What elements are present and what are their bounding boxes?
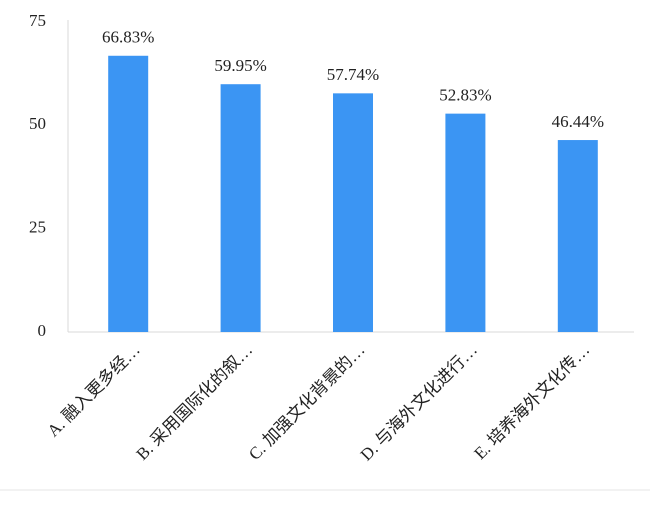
y-tick-label: 0	[38, 321, 47, 340]
x-tick-label: E. 培养海外文化传…	[470, 340, 593, 463]
x-tick-label: A. 融入更多经…	[44, 340, 144, 440]
x-tick-label: B. 采用国际化的叙…	[133, 340, 257, 464]
y-tick-label: 50	[29, 114, 46, 133]
value-label: 57.74%	[327, 65, 379, 84]
y-tick-label: 75	[29, 11, 46, 30]
bar	[108, 55, 149, 332]
value-label: 46.44%	[552, 112, 604, 131]
x-tick-label: C. 加强文化背景的…	[245, 340, 369, 464]
bar	[220, 84, 261, 332]
value-label: 66.83%	[102, 28, 154, 47]
x-tick-label: D. 与海外文化进行…	[357, 340, 481, 464]
bar	[445, 113, 486, 332]
value-label: 59.95%	[214, 56, 266, 75]
bar	[557, 140, 598, 332]
value-label: 52.83%	[439, 86, 491, 105]
bar	[333, 93, 373, 332]
y-tick-label: 25	[29, 218, 46, 237]
